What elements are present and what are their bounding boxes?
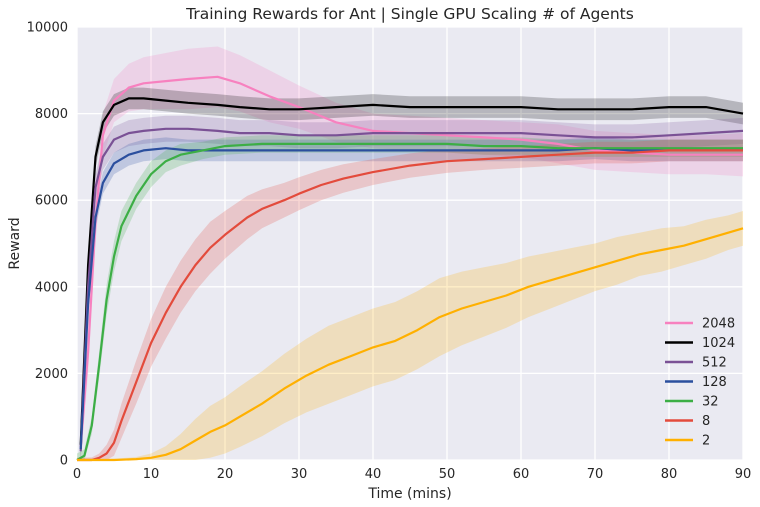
- legend-label-512: 512: [702, 356, 727, 371]
- series-lines: [76, 75, 744, 462]
- legend-label-2048: 2048: [702, 317, 735, 332]
- legend-label-8: 8: [702, 414, 710, 429]
- line-series-32: [76, 142, 743, 461]
- y-tick-labels: 0 2000 4000 6000 8000 10000: [27, 21, 68, 469]
- y-axis-label: Reward: [7, 217, 23, 269]
- x-tick-label: 90: [735, 467, 752, 482]
- x-tick-label: 50: [439, 467, 456, 482]
- grid-lines: [76, 26, 744, 461]
- y-tick-label: 2000: [35, 367, 68, 382]
- legend-label-1024: 1024: [702, 336, 735, 351]
- x-tick-label: 70: [587, 467, 604, 482]
- legend: 2048 1024 512 128 32 8 2: [665, 317, 735, 449]
- line-series-2: [77, 227, 744, 462]
- plot-area: [77, 27, 743, 460]
- chart-title: Training Rewards for Ant | Single GPU Sc…: [185, 5, 634, 23]
- x-tick-label: 40: [365, 467, 382, 482]
- x-tick-label: 20: [217, 467, 234, 482]
- legend-label-128: 128: [702, 375, 727, 390]
- x-tick-labels: 0 10 20 30 40 50 60 70 80 90: [73, 467, 751, 482]
- x-tick-label: 0: [73, 467, 81, 482]
- x-tick-label: 10: [143, 467, 160, 482]
- line-series-1024: [79, 97, 744, 445]
- x-tick-label: 60: [513, 467, 530, 482]
- y-tick-label: 4000: [35, 280, 68, 295]
- legend-label-32: 32: [702, 395, 719, 410]
- y-tick-label: 6000: [35, 194, 68, 209]
- line-series-2048: [79, 75, 743, 448]
- y-tick-label: 8000: [35, 107, 68, 122]
- x-axis-label: Time (mins): [367, 486, 451, 502]
- x-tick-label: 30: [291, 467, 308, 482]
- y-tick-label: 10000: [27, 21, 68, 36]
- line-series-512: [79, 127, 744, 452]
- y-tick-label: 0: [60, 454, 68, 469]
- line-series-8: [77, 149, 743, 462]
- legend-label-2: 2: [702, 434, 710, 449]
- x-tick-label: 80: [661, 467, 678, 482]
